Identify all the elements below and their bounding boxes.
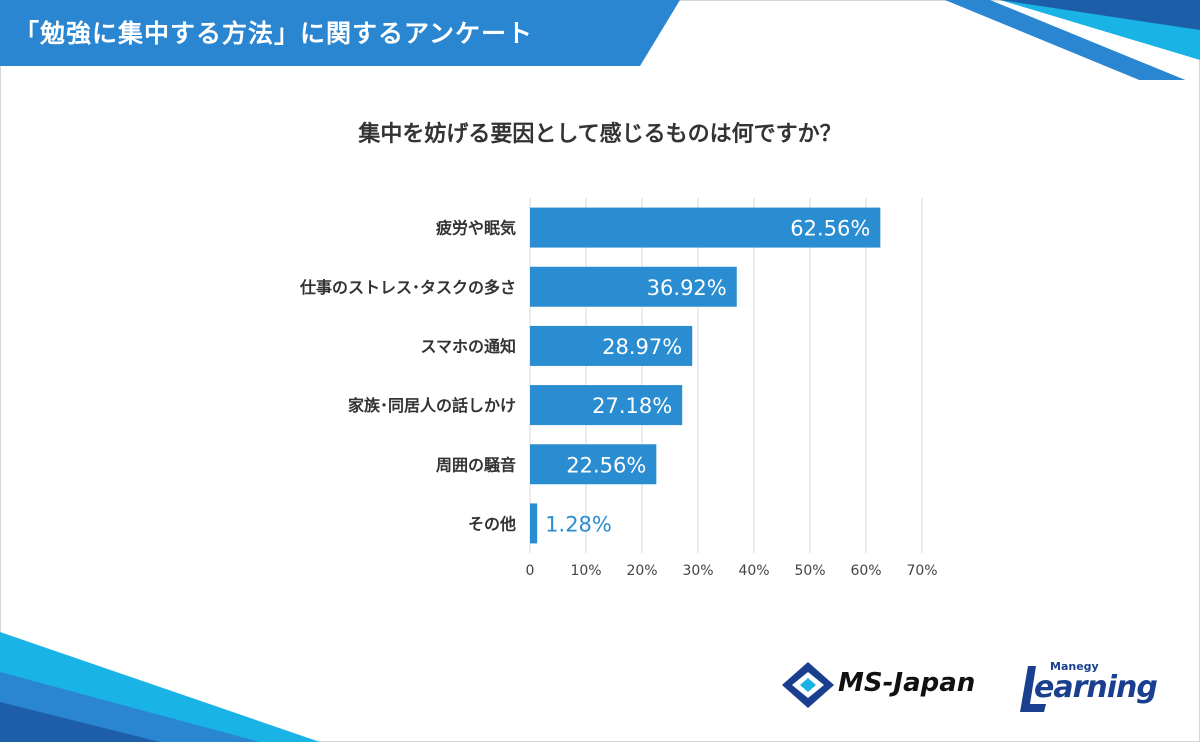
- ms-japan-logo: MS-Japan: [780, 660, 1000, 710]
- category-label: 家族･同居人の話しかけ: [348, 396, 516, 415]
- footer-decoration: [0, 632, 320, 742]
- x-tick-label: 30%: [682, 563, 713, 579]
- bar: [530, 444, 657, 485]
- manegy-learning-logo: Manegy earning: [1020, 660, 1170, 716]
- ms-japan-emblem: [782, 662, 834, 708]
- category-label: その他: [468, 514, 516, 533]
- bar: [530, 325, 693, 366]
- category-label: スマホの通知: [420, 337, 516, 356]
- x-tick-label: 20%: [626, 563, 657, 579]
- data-label: 28.97%: [602, 335, 682, 359]
- x-tick-label: 0: [526, 563, 535, 579]
- header-background: [0, 0, 680, 66]
- header-band: [0, 0, 1200, 80]
- bar: [530, 503, 538, 544]
- data-label: 1.28%: [545, 512, 612, 536]
- x-tick-label: 50%: [794, 563, 825, 579]
- header-stripe-bottom: [945, 0, 1186, 80]
- header-title: 「勉強に集中する方法」に関するアンケート: [14, 19, 534, 48]
- question-title: 集中を妨げる要因として感じるものは何ですか？: [358, 122, 842, 147]
- bar: [530, 385, 683, 426]
- bar: [530, 207, 881, 248]
- learning-small-text: Manegy: [1050, 660, 1099, 673]
- data-label: 27.18%: [592, 394, 672, 418]
- x-tick-label: 70%: [906, 563, 937, 579]
- x-tick-label: 40%: [738, 563, 769, 579]
- bar: [530, 266, 737, 307]
- data-label: 22.56%: [566, 453, 646, 477]
- learning-l-mark: [1020, 666, 1046, 712]
- ms-japan-wordmark: MS-Japan: [838, 668, 976, 698]
- data-label: 62.56%: [790, 217, 870, 241]
- category-label: 仕事のストレス･タスクの多さ: [299, 278, 516, 297]
- x-tick-label: 60%: [850, 563, 881, 579]
- category-label: 周囲の騒音: [436, 455, 516, 474]
- header-stripe-dark: [1000, 0, 1200, 30]
- data-label: 36.92%: [647, 276, 727, 300]
- learning-main-text: earning: [1034, 670, 1158, 705]
- x-tick-label: 10%: [570, 563, 601, 579]
- category-label: 疲労や眠気: [436, 219, 516, 238]
